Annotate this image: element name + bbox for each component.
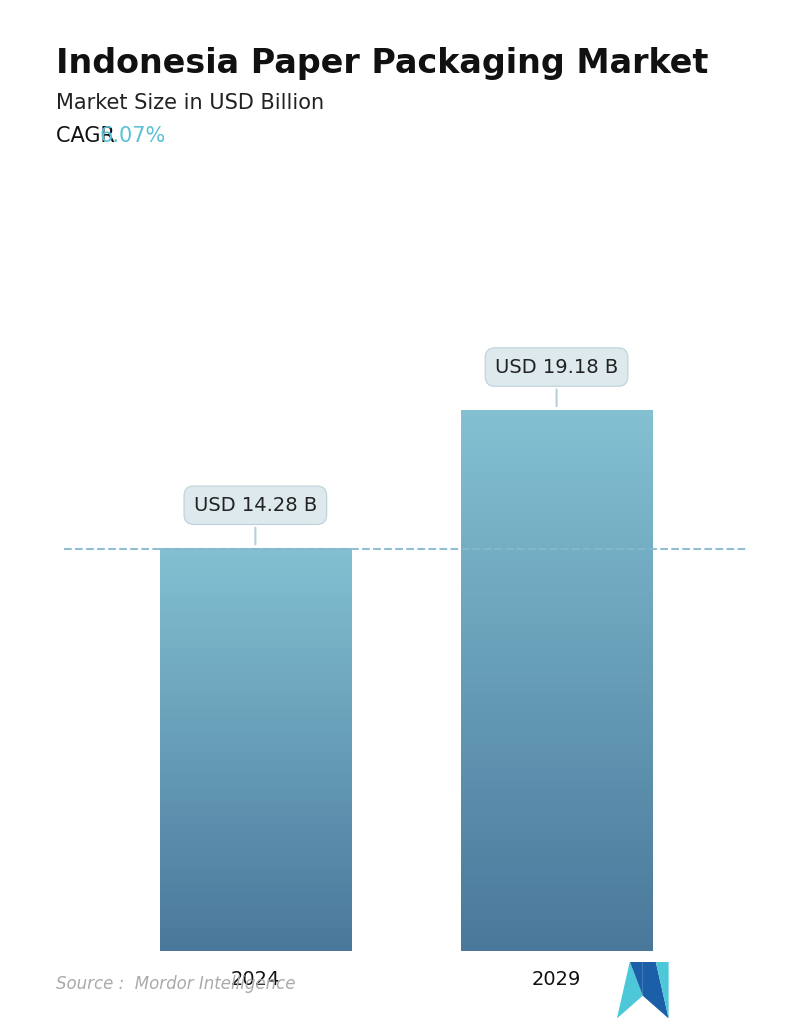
Text: USD 19.18 B: USD 19.18 B [495,358,618,406]
Polygon shape [643,962,669,1018]
Text: Market Size in USD Billion: Market Size in USD Billion [56,93,324,113]
Polygon shape [617,962,643,1018]
Polygon shape [656,962,669,1018]
Text: Source :  Mordor Intelligence: Source : Mordor Intelligence [56,975,295,993]
Text: CAGR: CAGR [56,126,121,146]
Text: USD 14.28 B: USD 14.28 B [193,495,317,544]
Text: 6.07%: 6.07% [100,126,166,146]
Text: Indonesia Paper Packaging Market: Indonesia Paper Packaging Market [56,47,708,80]
Polygon shape [630,962,643,996]
